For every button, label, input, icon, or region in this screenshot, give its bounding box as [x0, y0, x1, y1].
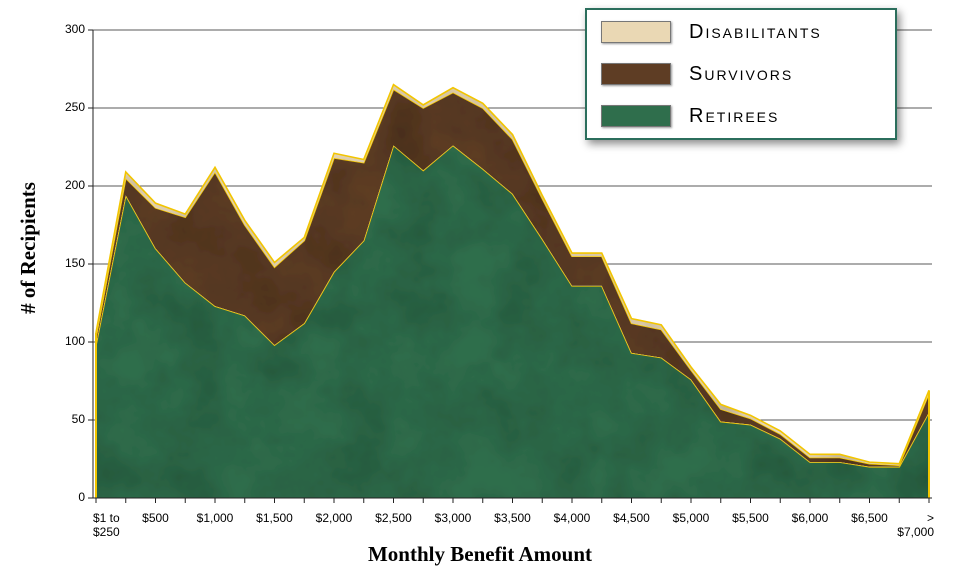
legend-label: Disabilitants — [689, 20, 822, 43]
y-axis-title: # of Recipients — [16, 182, 40, 314]
x-tick-label: $500 — [142, 511, 169, 525]
x-tick-label: $1,000 — [196, 511, 234, 525]
x-tick-label: $6,000 — [791, 511, 829, 525]
area-outline — [95, 83, 930, 465]
x-tick-label: $6,500 — [851, 511, 888, 525]
x-tick-label: $5,000 — [672, 511, 710, 525]
x-tick-label: $4,000 — [553, 511, 591, 525]
y-tick-label: 250 — [65, 100, 85, 114]
legend-item: Retirees — [601, 104, 779, 128]
y-tick-label: 100 — [65, 334, 85, 348]
legend: Disabilitants Survivors Retirees — [585, 8, 897, 140]
area — [96, 145, 929, 498]
x-tick-label: $1 to $250 — [93, 511, 120, 539]
y-tick-label: 150 — [65, 256, 85, 270]
y-tick-label: 300 — [65, 22, 85, 36]
x-tick-label: $3,500 — [494, 511, 531, 525]
x-tick-label: $2,500 — [375, 511, 412, 525]
legend-label: Retirees — [689, 104, 780, 127]
x-tick-label: > $7,000 — [897, 511, 934, 539]
x-tick-label: $5,500 — [732, 511, 769, 525]
legend-swatch — [601, 21, 671, 43]
x-tick-label: $2,000 — [315, 511, 353, 525]
y-tick-label: 0 — [78, 490, 85, 504]
x-tick-label: $1,500 — [256, 511, 293, 525]
legend-item: Survivors — [601, 62, 793, 86]
area — [96, 89, 929, 467]
y-tick-label: 200 — [65, 178, 85, 192]
x-tick-label: $3,000 — [434, 511, 472, 525]
x-tick-label: $4,500 — [613, 511, 650, 525]
legend-swatch — [601, 63, 671, 85]
legend-label: Survivors — [689, 62, 794, 85]
legend-item: Disabilitants — [601, 20, 822, 44]
legend-swatch — [601, 105, 671, 127]
x-axis-title: Monthly Benefit Amount — [368, 542, 592, 566]
y-tick-label: 50 — [72, 412, 86, 426]
